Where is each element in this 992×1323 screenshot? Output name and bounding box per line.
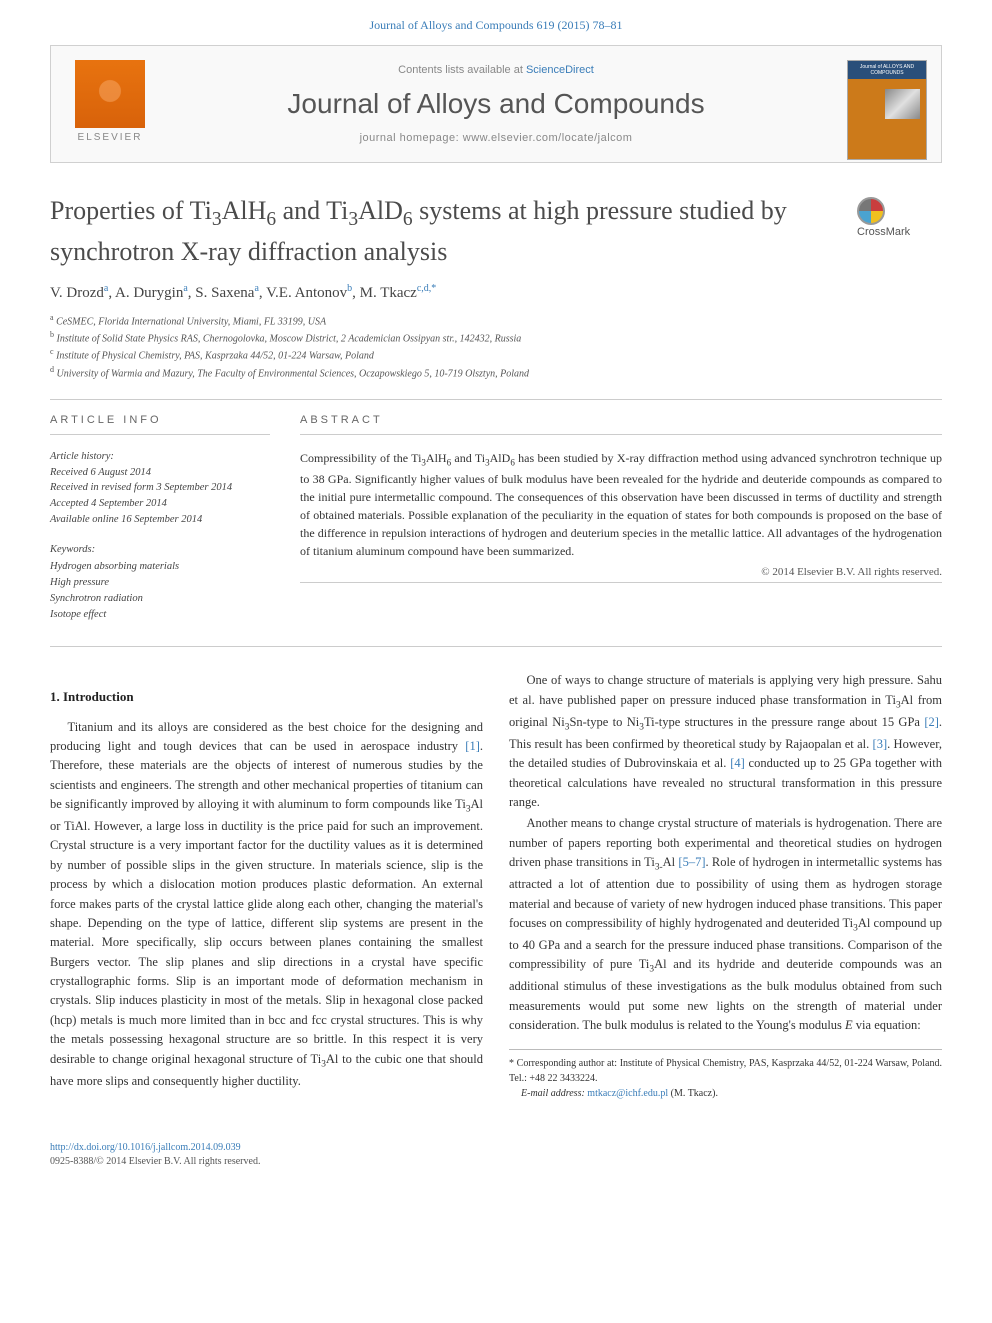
doi-footer: http://dx.doi.org/10.1016/j.jallcom.2014…: [0, 1141, 992, 1189]
keyword-lines: Hydrogen absorbing materialsHigh pressur…: [50, 559, 270, 622]
crossmark-badge[interactable]: CrossMark: [857, 197, 942, 240]
body-paragraph: One of ways to change structure of mater…: [509, 671, 942, 812]
article-info-heading: ARTICLE INFO: [50, 414, 270, 426]
divider: [50, 646, 942, 647]
history-item: Accepted 4 September 2014: [50, 496, 270, 512]
elsevier-tree-icon: [75, 60, 145, 128]
keyword-item: Synchrotron radiation: [50, 591, 270, 607]
divider: [300, 434, 942, 435]
corresponding-author: * Corresponding author at: Institute of …: [509, 1056, 942, 1086]
abstract-heading: ABSTRACT: [300, 414, 942, 426]
sciencedirect-link[interactable]: ScienceDirect: [526, 64, 594, 76]
journal-homepage: journal homepage: www.elsevier.com/locat…: [191, 132, 801, 144]
divider: [300, 582, 942, 583]
issn-line: 0925-8388/© 2014 Elsevier B.V. All right…: [50, 1156, 260, 1167]
crossmark-icon: [857, 197, 885, 225]
cover-image-icon: [848, 79, 926, 159]
keyword-item: High pressure: [50, 575, 270, 591]
history-item: Received 6 August 2014: [50, 465, 270, 481]
citation-header: Journal of Alloys and Compounds 619 (201…: [0, 0, 992, 45]
citation-link[interactable]: Journal of Alloys and Compounds 619 (201…: [370, 18, 623, 32]
affiliation-marker: a: [104, 283, 108, 294]
body-paragraph: Another means to change crystal structur…: [509, 814, 942, 1035]
journal-title: Journal of Alloys and Compounds: [191, 88, 801, 120]
contents-line: Contents lists available at ScienceDirec…: [191, 64, 801, 76]
homepage-url[interactable]: www.elsevier.com/locate/jalcom: [463, 132, 633, 144]
history-item: Available online 16 September 2014: [50, 512, 270, 528]
keywords-label: Keywords:: [50, 542, 270, 558]
elsevier-logo[interactable]: ELSEVIER: [65, 60, 155, 155]
history-lines: Received 6 August 2014Received in revise…: [50, 465, 270, 528]
abstract-column: ABSTRACT Compressibility of the Ti3AlH6 …: [300, 414, 942, 623]
abstract-copyright: © 2014 Elsevier B.V. All rights reserved…: [300, 566, 942, 578]
body-paragraph: Titanium and its alloys are considered a…: [50, 718, 483, 1091]
journal-banner: ELSEVIER Contents lists available at Sci…: [50, 45, 942, 163]
journal-cover-thumbnail[interactable]: Journal of ALLOYS AND COMPOUNDS: [847, 60, 927, 160]
abstract-text: Compressibility of the Ti3AlH6 and Ti3Al…: [300, 449, 942, 560]
affiliation-marker: a: [254, 283, 258, 294]
article-title: Properties of Ti3AlH6 and Ti3AlD6 system…: [50, 193, 942, 269]
email-link[interactable]: mtkacz@ichf.edu.pl: [587, 1088, 668, 1099]
body-columns: 1. Introduction Titanium and its alloys …: [50, 671, 942, 1101]
title-text: Properties of Ti3AlH6 and Ti3AlD6 system…: [50, 196, 787, 266]
divider: [50, 434, 270, 435]
keyword-item: Hydrogen absorbing materials: [50, 559, 270, 575]
footnote-block: * Corresponding author at: Institute of …: [509, 1049, 942, 1101]
article-info-column: ARTICLE INFO Article history: Received 6…: [50, 414, 270, 623]
section-heading: 1. Introduction: [50, 687, 483, 707]
authors-line: V. Drozda, A. Durygina, S. Saxenaa, V.E.…: [50, 283, 942, 302]
history-label: Article history:: [50, 449, 270, 465]
divider: [50, 399, 942, 400]
doi-link[interactable]: http://dx.doi.org/10.1016/j.jallcom.2014…: [50, 1142, 241, 1153]
affiliation-marker: b: [347, 283, 352, 294]
affiliation-marker: a: [183, 283, 187, 294]
affiliation-marker: c,d,*: [417, 283, 436, 294]
history-item: Received in revised form 3 September 201…: [50, 480, 270, 496]
affiliations: a CeSMEC, Florida International Universi…: [50, 312, 942, 381]
elsevier-label: ELSEVIER: [65, 132, 155, 143]
email-line: E-mail address: mtkacz@ichf.edu.pl (M. T…: [509, 1086, 942, 1101]
keyword-item: Isotope effect: [50, 607, 270, 623]
cover-title: Journal of ALLOYS AND COMPOUNDS: [848, 61, 926, 79]
